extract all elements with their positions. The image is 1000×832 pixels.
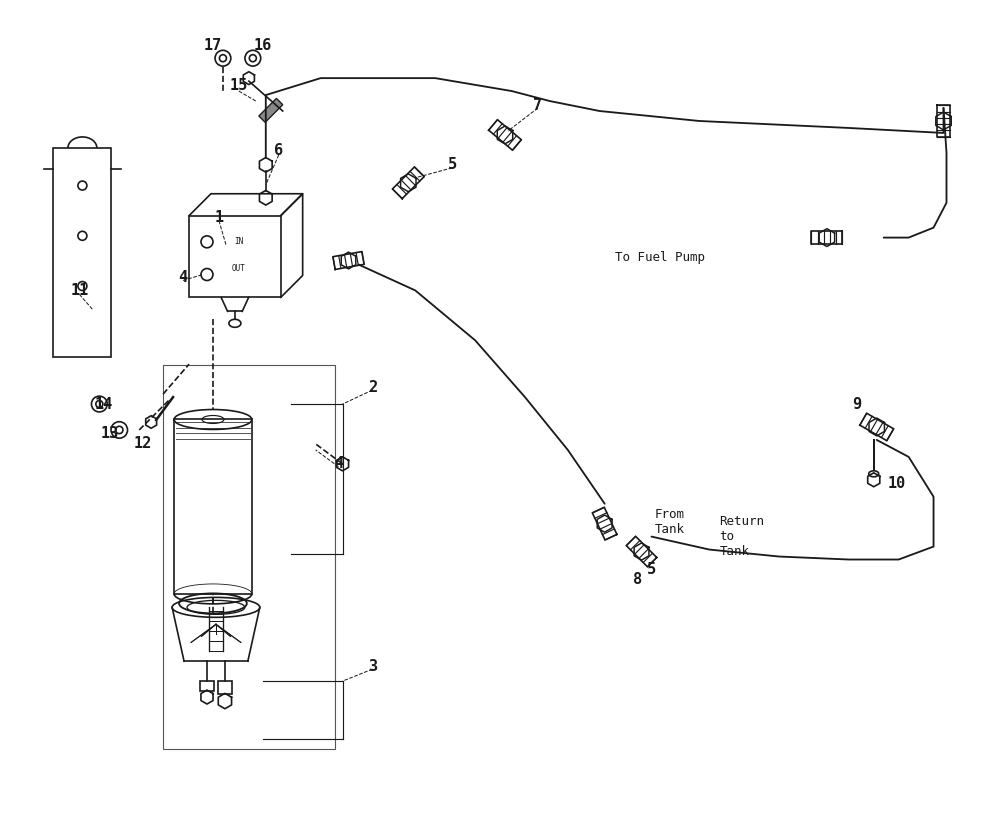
Bar xyxy=(200,681,214,691)
Text: 3: 3 xyxy=(368,659,377,674)
Text: IN: IN xyxy=(234,237,243,246)
Text: 12: 12 xyxy=(134,437,152,452)
Text: From
Tank: From Tank xyxy=(654,508,684,536)
Text: To Fuel Pump: To Fuel Pump xyxy=(615,251,705,264)
Text: 8: 8 xyxy=(633,572,642,587)
Text: 4: 4 xyxy=(178,270,188,285)
Text: 16: 16 xyxy=(254,37,272,52)
Text: 11: 11 xyxy=(70,283,89,298)
Bar xyxy=(174,419,252,594)
Text: 4: 4 xyxy=(334,456,343,472)
Bar xyxy=(189,215,281,297)
Text: 13: 13 xyxy=(100,427,118,442)
Text: 7: 7 xyxy=(533,97,542,112)
Text: Return
to
Tank: Return to Tank xyxy=(719,515,764,558)
Text: 6: 6 xyxy=(274,143,283,158)
Bar xyxy=(218,681,232,694)
Text: 10: 10 xyxy=(888,476,906,491)
Bar xyxy=(259,98,283,122)
Text: 5: 5 xyxy=(647,562,656,577)
Text: OUT: OUT xyxy=(232,265,246,273)
Text: 17: 17 xyxy=(204,37,222,52)
Text: 2: 2 xyxy=(368,379,377,394)
Text: 5: 5 xyxy=(448,157,457,172)
Text: 15: 15 xyxy=(230,77,248,92)
Text: 14: 14 xyxy=(94,397,112,412)
Bar xyxy=(163,365,335,749)
Bar xyxy=(53,148,111,357)
Text: 1: 1 xyxy=(214,210,224,225)
Text: 9: 9 xyxy=(852,397,861,412)
